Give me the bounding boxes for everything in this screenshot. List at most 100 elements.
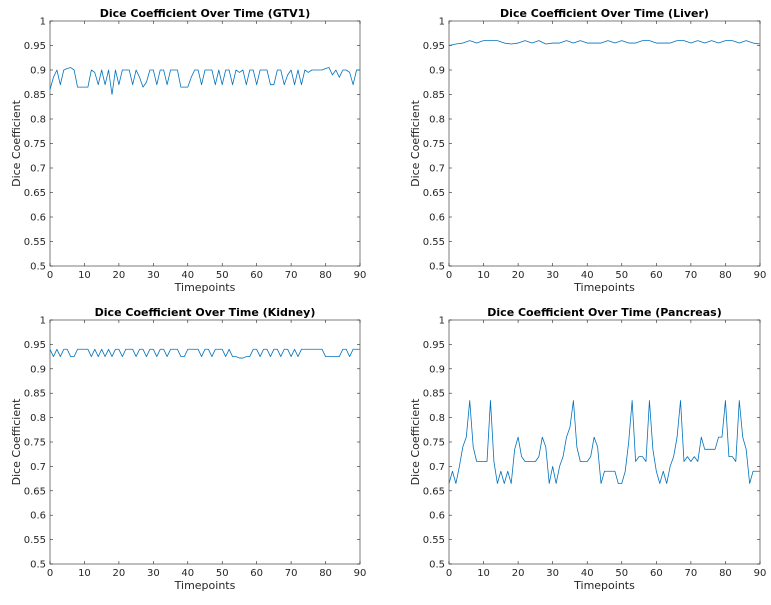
y-tick-label: 0.65 [423,486,445,497]
x-tick-label: 30 [546,270,559,281]
x-tick-label: 50 [216,270,229,281]
series-line-kidney [49,348,360,359]
x-tick-label: 30 [546,568,559,579]
y-tick-label: 0.8 [429,115,445,126]
axes-box-kidney [49,319,361,565]
y-tick-label: 0.8 [30,413,46,424]
y-tick-label: 0.9 [429,66,445,77]
x-tick-label: 10 [78,270,91,281]
x-tick-label: 90 [754,270,767,281]
x-axis-label: Timepoints [174,579,236,592]
y-tick-label: 0.7 [30,164,46,175]
y-tick-label: 0.5 [30,560,46,571]
x-tick-label: 40 [581,270,594,281]
x-tick-label: 50 [216,568,229,579]
x-tick-label: 40 [581,568,594,579]
y-tick-label: 0.95 [24,340,46,351]
x-tick-label: 30 [147,270,160,281]
x-tick-label: 80 [719,270,732,281]
x-axis-label: Timepoints [573,579,635,592]
y-tick-label: 0.6 [429,511,445,522]
x-axis-label: Timepoints [573,281,635,294]
x-tick-label: 0 [47,270,53,281]
x-tick-label: 20 [512,270,525,281]
y-tick-label: 0.8 [30,115,46,126]
x-tick-label: 90 [354,270,367,281]
y-tick-label: 1 [40,17,46,28]
y-tick-label: 0.7 [429,164,445,175]
y-tick-label: 0.6 [30,511,46,522]
chart-title-liver: Dice Coefficient Over Time (Liver) [500,7,709,20]
x-tick-label: 0 [47,568,53,579]
y-tick-label: 0.95 [24,41,46,52]
y-tick-label: 0.75 [24,139,46,150]
x-tick-label: 80 [319,270,332,281]
x-tick-label: 0 [446,270,452,281]
x-tick-label: 70 [285,270,298,281]
y-tick-label: 0.85 [24,389,46,400]
x-tick-label: 70 [285,568,298,579]
x-tick-label: 60 [650,270,663,281]
y-tick-label: 0.95 [423,41,445,52]
y-tick-label: 0.9 [429,364,445,375]
x-tick-label: 30 [147,568,160,579]
x-tick-label: 50 [615,568,628,579]
x-tick-label: 10 [477,270,490,281]
x-axis-label: Timepoints [174,281,236,294]
x-tick-label: 90 [354,568,367,579]
y-axis-label: Dice Coefficient [10,99,23,186]
series-line-pancreas [448,400,760,484]
y-tick-label: 0.8 [429,413,445,424]
y-tick-label: 1 [439,17,445,28]
x-tick-label: 60 [650,568,663,579]
chart-title-kidney: Dice Coefficient Over Time (Kidney) [95,306,316,319]
y-tick-label: 0.85 [423,90,445,101]
x-tick-label: 80 [319,568,332,579]
x-tick-label: 60 [250,568,263,579]
y-tick-label: 0.55 [423,237,445,248]
y-tick-label: 0.95 [423,340,445,351]
y-axis-label: Dice Coefficient [409,99,422,186]
x-tick-label: 20 [113,270,126,281]
x-tick-label: 20 [512,568,525,579]
x-tick-label: 40 [181,270,194,281]
series-line-liver [448,40,761,46]
y-tick-label: 0.5 [429,262,445,273]
y-tick-label: 0.75 [423,438,445,449]
x-tick-label: 10 [78,568,91,579]
y-axis-label: Dice Coefficient [10,398,23,485]
axes-box-gtv1 [49,20,361,267]
y-tick-label: 0.85 [423,389,445,400]
y-tick-label: 0.55 [24,535,46,546]
x-tick-label: 80 [719,568,732,579]
x-tick-label: 0 [446,568,452,579]
y-tick-label: 0.75 [423,139,445,150]
x-tick-label: 70 [685,270,698,281]
series-line-gtv1 [49,67,360,95]
y-tick-label: 0.85 [24,90,46,101]
y-tick-label: 0.5 [429,560,445,571]
y-axis-label: Dice Coefficient [409,398,422,485]
axes-box-pancreas [448,319,761,565]
chart-title-pancreas: Dice Coefficient Over Time (Pancreas) [487,306,721,319]
y-tick-label: 0.65 [423,188,445,199]
y-tick-label: 0.65 [24,486,46,497]
y-tick-label: 1 [40,316,46,327]
y-tick-label: 0.9 [30,66,46,77]
y-tick-label: 0.75 [24,438,46,449]
y-tick-label: 0.6 [429,213,445,224]
y-tick-label: 0.5 [30,262,46,273]
y-tick-label: 0.6 [30,213,46,224]
x-tick-label: 60 [250,270,263,281]
x-tick-label: 70 [685,568,698,579]
y-tick-label: 0.55 [24,237,46,248]
x-tick-label: 20 [113,568,126,579]
x-tick-label: 50 [615,270,628,281]
x-tick-label: 10 [477,568,490,579]
y-tick-label: 0.9 [30,364,46,375]
